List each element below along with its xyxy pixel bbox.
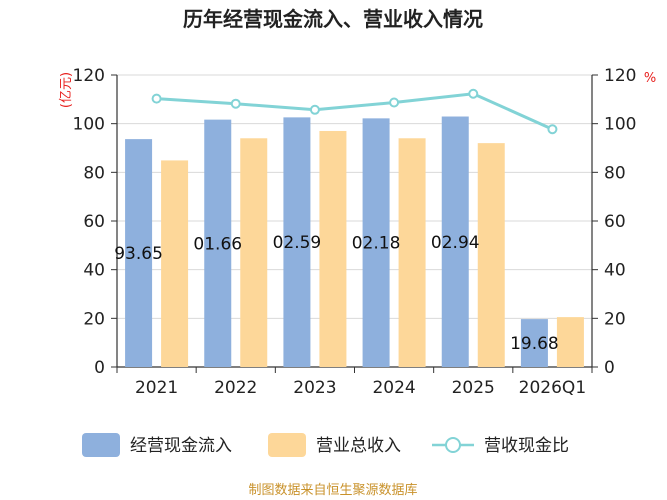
axes: (亿元) % 0 20 40 60 80 100 120 0 20 40 60 80 100 120 202…: [59, 66, 656, 398]
left-axis-tick-label: 20: [83, 309, 105, 329]
left-axis-tick-label: 120: [73, 66, 105, 86]
bar-data-label: 19.68: [510, 334, 559, 354]
gridlines: [117, 74, 592, 319]
ratio-point: [389, 97, 400, 108]
bars: [125, 116, 584, 367]
x-axis-tick-label: 2022: [214, 378, 257, 398]
legend-label-ratio: 营收现金比: [484, 436, 569, 456]
right-axis-tick-label: 20: [604, 309, 626, 329]
bar-revenue: [319, 130, 347, 367]
legend-marker-ratio: [445, 437, 461, 453]
right-axis-tick-label: 0: [604, 358, 615, 378]
x-axis-tick-label: 2026Q1: [519, 378, 586, 398]
ratio-line-path: [156, 92, 554, 131]
bar-data-label: 01.66: [193, 234, 242, 254]
left-axis-tick-label: 0: [94, 358, 105, 378]
bar-data-label: 02.59: [273, 233, 322, 253]
legend-swatch-revenue: [268, 433, 306, 457]
bar-revenue: [477, 143, 505, 367]
right-axis-tick-label: 80: [604, 163, 626, 183]
right-axis-tick-label: 100: [604, 115, 636, 135]
bar-cash-inflow: [204, 119, 232, 367]
bar-cash-inflow: [441, 116, 469, 367]
legend-swatch-cash-inflow: [82, 433, 120, 457]
ratio-point: [230, 98, 241, 109]
ratio-point: [468, 88, 479, 99]
bar-cash-inflow: [283, 117, 311, 367]
ratio-point: [151, 93, 162, 104]
left-axis-tick-label: 80: [83, 163, 105, 183]
x-axis-tick-label: 2021: [135, 378, 178, 398]
bar-data-label: 02.94: [431, 233, 480, 253]
legend: 经营现金流入 营业总收入 营收现金比: [82, 433, 569, 457]
source-note: 制图数据来自恒生聚源数据库: [248, 482, 417, 498]
legend-label-revenue: 营业总收入: [316, 436, 401, 456]
right-axis-unit: %: [644, 71, 656, 86]
data-labels: 93.65 01.66 02.59 02.18 02.94 19.68: [114, 233, 559, 354]
legend-label-cash-inflow: 经营现金流入: [130, 436, 232, 456]
bar-data-label: 02.18: [352, 234, 401, 254]
ratio-point: [547, 124, 558, 135]
bar-cash-inflow: [362, 118, 390, 367]
left-axis-tick-label: 100: [73, 115, 105, 135]
bar-revenue: [161, 160, 189, 367]
ratio-line: [151, 88, 558, 135]
chart-title: 历年经营现金流入、营业收入情况: [183, 7, 483, 31]
x-axis-tick-label: 2025: [452, 378, 495, 398]
right-axis-tick-label: 60: [604, 212, 626, 232]
bar-revenue: [398, 138, 426, 367]
x-axis-tick-label: 2024: [372, 378, 415, 398]
right-axis-tick-label: 120: [604, 66, 636, 86]
left-axis-tick-label: 60: [83, 212, 105, 232]
x-axis-tick-label: 2023: [293, 378, 336, 398]
left-axis-unit: (亿元): [59, 72, 74, 108]
ratio-point: [309, 104, 320, 115]
left-axis-tick-label: 40: [83, 261, 105, 281]
bar-cash-inflow: [520, 319, 548, 367]
bar-revenue: [240, 138, 268, 367]
bar-data-label: 93.65: [114, 244, 163, 264]
bar-revenue: [556, 317, 584, 367]
bar-cash-inflow: [125, 139, 153, 367]
right-axis-tick-label: 40: [604, 261, 626, 281]
